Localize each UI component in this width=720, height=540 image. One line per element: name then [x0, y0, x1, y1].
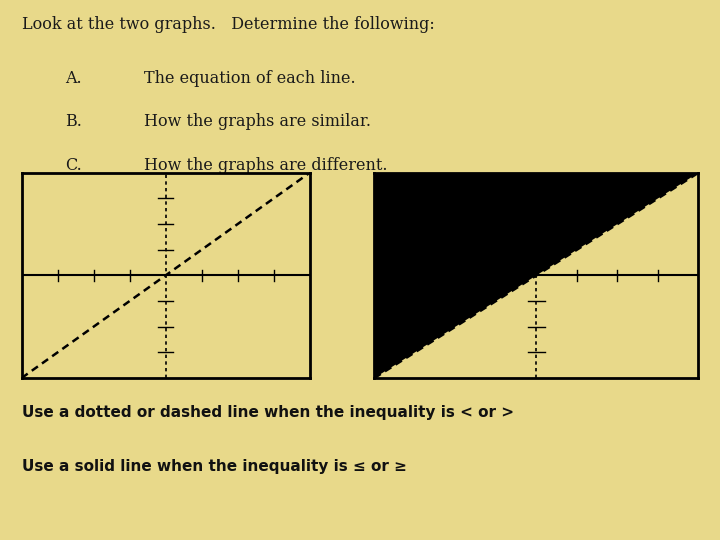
Text: How the graphs are different.: How the graphs are different.	[144, 157, 387, 173]
Text: Look at the two graphs.   Determine the following:: Look at the two graphs. Determine the fo…	[22, 16, 434, 33]
Text: The equation of each line.: The equation of each line.	[144, 70, 356, 87]
Text: Use a solid line when the inequality is ≤ or ≥: Use a solid line when the inequality is …	[22, 459, 407, 474]
Text: A.: A.	[65, 70, 81, 87]
Text: Use a dotted or dashed line when the inequality is < or >: Use a dotted or dashed line when the ine…	[22, 405, 513, 420]
Text: B.: B.	[65, 113, 81, 130]
Text: C.: C.	[65, 157, 81, 173]
Text: How the graphs are similar.: How the graphs are similar.	[144, 113, 371, 130]
